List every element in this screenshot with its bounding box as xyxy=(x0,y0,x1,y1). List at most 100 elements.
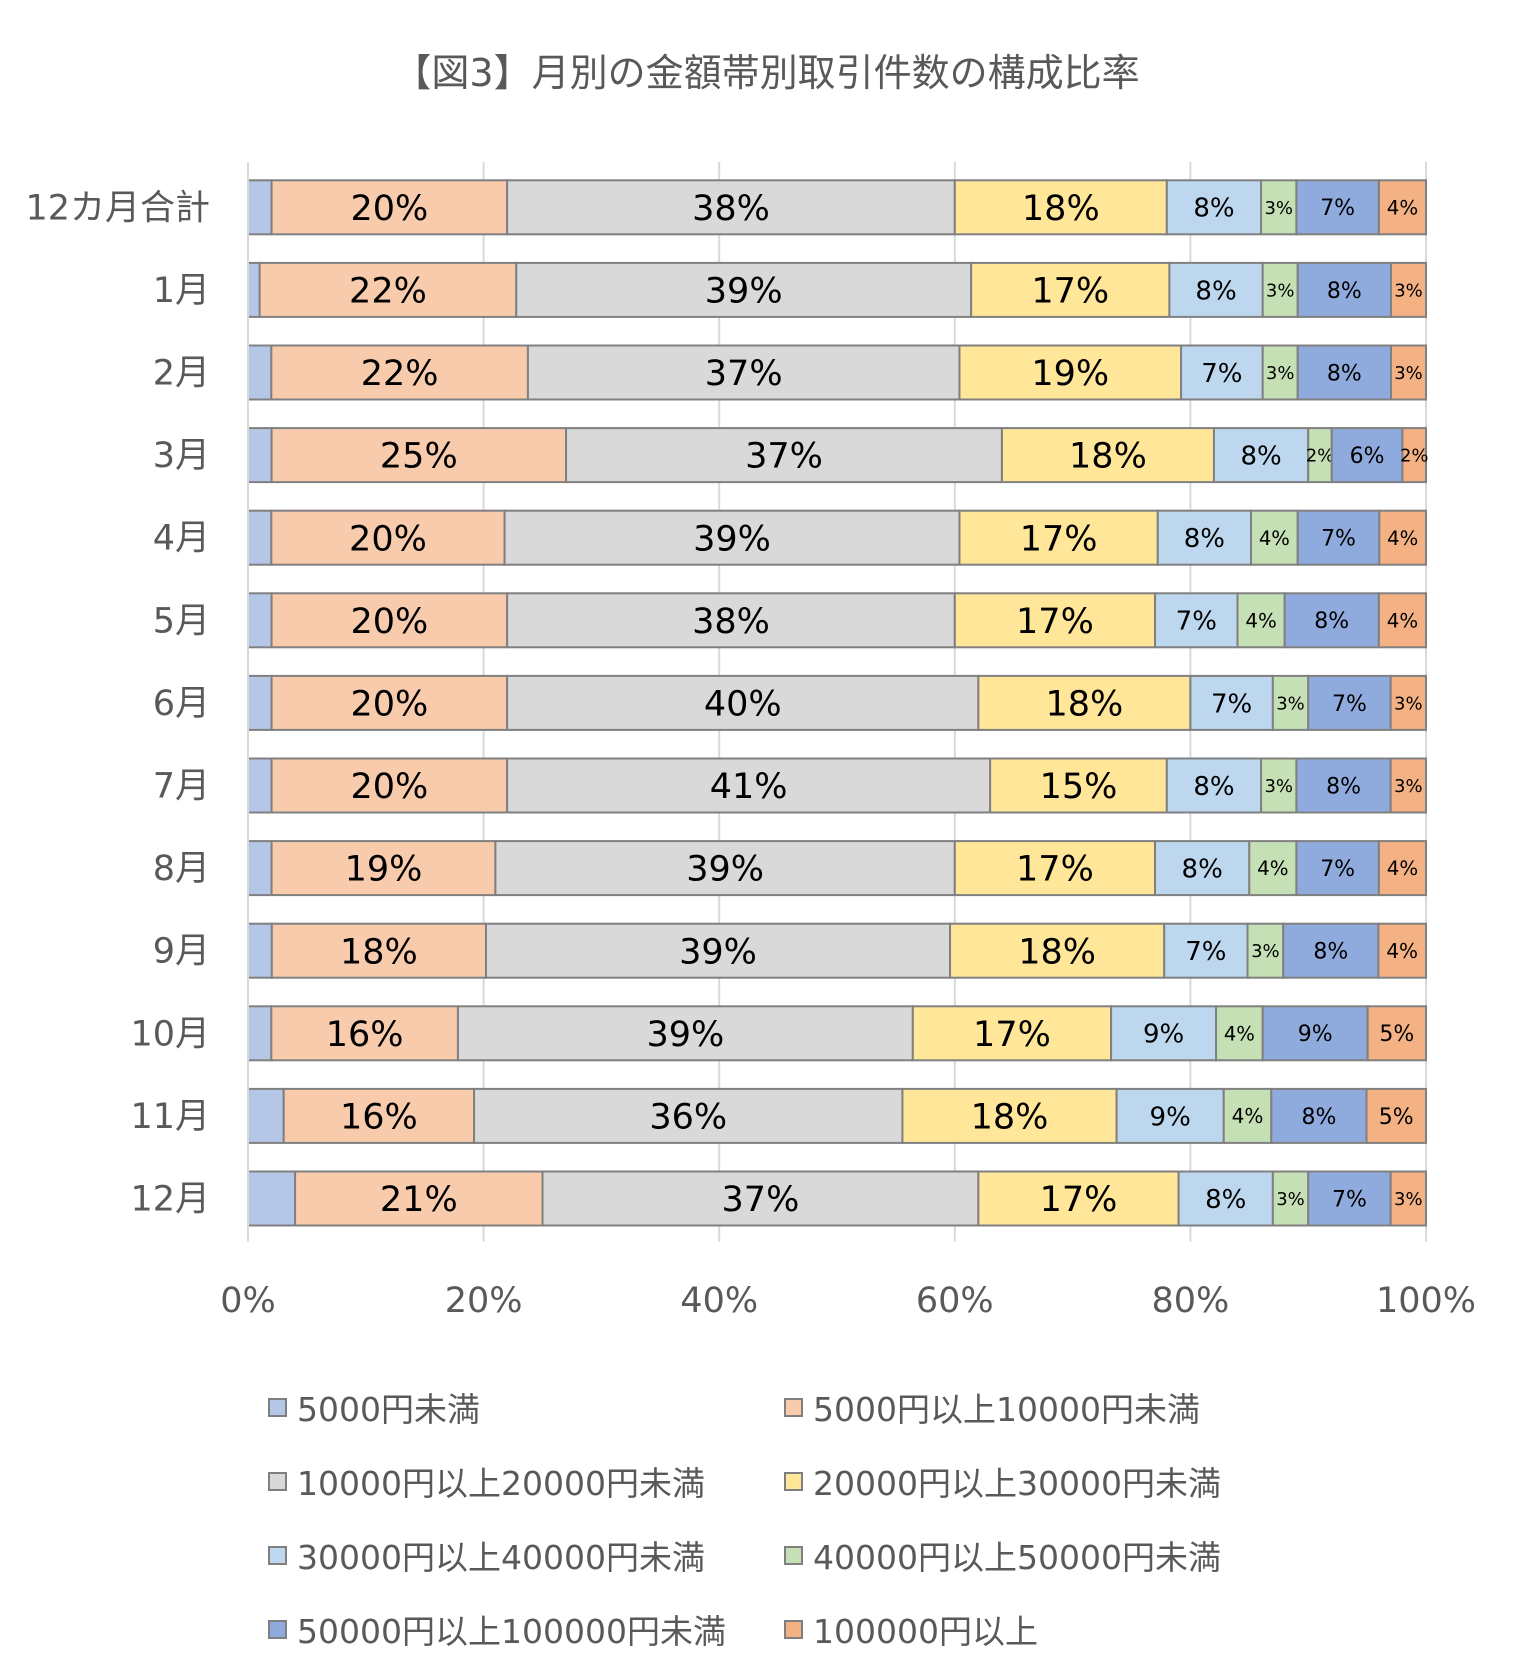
bar-segment xyxy=(565,427,1003,484)
data-label: 20% xyxy=(350,602,428,642)
bar-segment xyxy=(247,1087,285,1144)
data-label: 20% xyxy=(349,519,427,559)
data-label: 22% xyxy=(361,354,439,394)
data-label: 17% xyxy=(973,1015,1051,1055)
data-label: 8% xyxy=(1301,1105,1336,1130)
bar-segment xyxy=(247,1005,273,1062)
data-label: 8% xyxy=(1184,524,1225,554)
bar-segment xyxy=(506,674,980,731)
bar-segment xyxy=(1296,261,1393,318)
x-tick-label: 0% xyxy=(220,1281,276,1321)
bar-segment xyxy=(1295,840,1380,897)
legend-swatch-0 xyxy=(268,1397,287,1417)
data-label: 39% xyxy=(686,850,764,890)
bar-segment xyxy=(270,922,487,979)
bar-segment xyxy=(270,427,568,484)
category-label: 9月 xyxy=(153,932,210,972)
category-label: 3月 xyxy=(153,436,210,476)
bar-segment xyxy=(1110,1005,1218,1062)
bar-segment xyxy=(484,922,952,979)
legend-label: 40000円以上50000円未満 xyxy=(813,1538,1221,1577)
legend-swatch-6 xyxy=(268,1619,287,1639)
bar-segment xyxy=(1295,757,1392,814)
data-label: 8% xyxy=(1193,194,1234,224)
data-label: 18% xyxy=(1022,189,1100,229)
data-label: 38% xyxy=(692,602,770,642)
bar-segment xyxy=(1390,344,1427,401)
data-label: 8% xyxy=(1314,609,1349,634)
bar-segment xyxy=(247,344,273,401)
data-label: 3% xyxy=(1394,776,1423,797)
data-label: 4% xyxy=(1259,527,1290,550)
bar-segment xyxy=(977,674,1192,731)
data-label: 40% xyxy=(704,685,782,725)
x-tick-label: 20% xyxy=(445,1281,523,1321)
data-label: 39% xyxy=(693,519,771,559)
bar-segment xyxy=(958,509,1159,566)
bar-segment xyxy=(456,1005,914,1062)
bar-segment xyxy=(1154,840,1251,897)
data-label: 20% xyxy=(350,767,428,807)
data-label: 4% xyxy=(1387,857,1418,880)
data-label: 16% xyxy=(326,1015,404,1055)
bar-segment xyxy=(1271,674,1310,731)
data-label: 18% xyxy=(340,932,418,972)
category-label: 11月 xyxy=(130,1097,210,1137)
data-label: 5% xyxy=(1379,1022,1414,1047)
bar-segment xyxy=(1260,179,1298,236)
x-tick-label: 40% xyxy=(680,1281,758,1321)
category-label: 1月 xyxy=(153,271,210,311)
data-label: 3% xyxy=(1266,363,1295,384)
bar-segment xyxy=(270,179,509,236)
data-label: 17% xyxy=(1031,272,1109,312)
bar-segment xyxy=(1261,1005,1369,1062)
category-label: 12カ月合計 xyxy=(25,188,210,228)
category-label: 7月 xyxy=(153,767,210,807)
data-label: 3% xyxy=(1394,693,1423,714)
data-label: 37% xyxy=(722,1180,800,1220)
data-label: 39% xyxy=(705,272,783,312)
legend-label: 30000円以上40000円未満 xyxy=(297,1538,705,1577)
data-label: 3% xyxy=(1264,198,1293,219)
bar-segment xyxy=(1180,344,1264,401)
bar-segment xyxy=(1248,840,1298,897)
category-label: 8月 xyxy=(153,849,210,889)
bar-segment xyxy=(1366,1005,1428,1062)
data-label: 7% xyxy=(1201,359,1242,389)
bar-segment xyxy=(949,922,1166,979)
bar-segment xyxy=(1212,427,1310,484)
bar-segment xyxy=(1261,261,1299,318)
data-label: 7% xyxy=(1332,1187,1367,1212)
legend-label: 5000円未満 xyxy=(297,1390,480,1429)
bar-segment xyxy=(270,344,529,401)
data-label: 20% xyxy=(350,685,428,725)
bar-segment xyxy=(294,1170,544,1227)
bar-segment xyxy=(247,757,273,814)
data-label: 9% xyxy=(1298,1022,1333,1047)
bar-segment xyxy=(1307,1170,1392,1227)
data-label: 16% xyxy=(340,1098,418,1138)
data-label: 8% xyxy=(1326,774,1361,799)
bar-segment xyxy=(247,840,273,897)
bar-segment xyxy=(506,592,956,649)
bar-segment xyxy=(247,509,273,566)
bar-segment xyxy=(247,1170,297,1227)
data-label: 39% xyxy=(646,1015,724,1055)
bar-segment xyxy=(247,592,273,649)
bar-segment xyxy=(1365,1087,1427,1144)
bar-segment xyxy=(503,509,961,566)
bar-segment xyxy=(1377,592,1428,649)
bar-segment xyxy=(247,427,273,484)
category-label: 12月 xyxy=(130,1180,210,1220)
data-label: 15% xyxy=(1040,767,1118,807)
bar-segment xyxy=(1163,922,1249,979)
data-label: 7% xyxy=(1320,196,1355,221)
bar-segment xyxy=(977,1170,1180,1227)
bar-segment xyxy=(1377,840,1428,897)
data-label: 18% xyxy=(1018,932,1096,972)
bar-segment xyxy=(953,840,1157,897)
bar-segment xyxy=(1222,1087,1273,1144)
data-label: 36% xyxy=(649,1098,727,1138)
legend-swatch-4 xyxy=(268,1545,287,1565)
